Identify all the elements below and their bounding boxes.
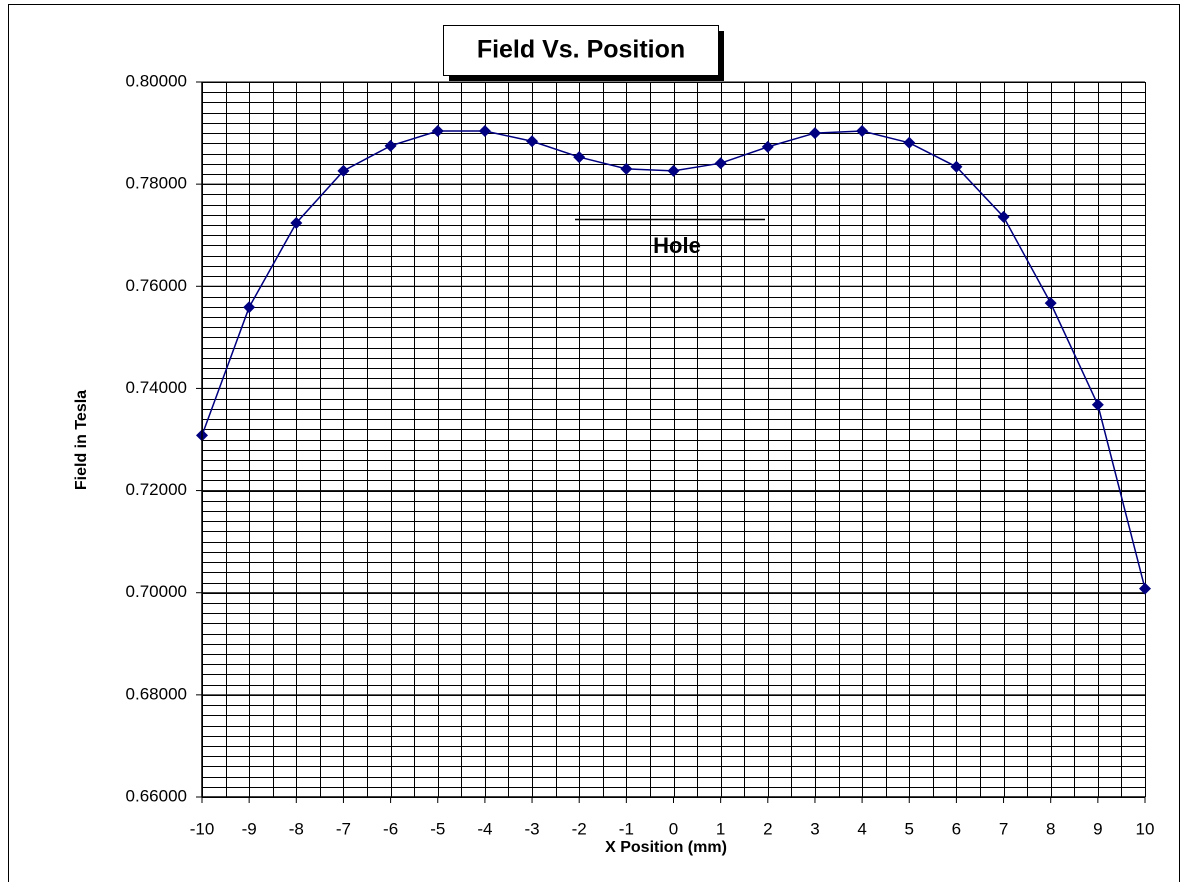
marker: [997, 210, 1010, 223]
x-axis-title: X Position (mm): [605, 839, 727, 856]
annotation: Hole: [653, 233, 701, 258]
marker: [384, 139, 397, 152]
x-tick-label: 0: [669, 819, 678, 838]
x-tick-label: 4: [857, 819, 866, 838]
x-tick-label: -6: [383, 819, 398, 838]
x-tick-label: 3: [810, 819, 819, 838]
x-tick-label: 7: [999, 819, 1008, 838]
x-tick-label: -2: [572, 819, 587, 838]
x-tick-label: -10: [190, 819, 215, 838]
y-tick-label: 0.70000: [126, 582, 187, 601]
marker: [714, 157, 727, 170]
grid: [202, 81, 1146, 798]
marker: [1044, 297, 1057, 310]
plot-area: [196, 125, 1151, 595]
chart-title: Field Vs. Position: [477, 36, 685, 64]
x-tick-label: 5: [905, 819, 914, 838]
x-tick-label: -5: [430, 819, 445, 838]
marker: [950, 160, 963, 173]
y-tick-label: 0.72000: [126, 480, 187, 499]
marker: [243, 301, 256, 314]
marker: [1091, 398, 1104, 411]
x-tick-label: -7: [336, 819, 351, 838]
marker: [478, 125, 491, 138]
x-tick-label: 1: [716, 819, 725, 838]
x-tick-label: -3: [524, 819, 539, 838]
x-tick-label: -4: [477, 819, 492, 838]
title-box: [443, 25, 719, 76]
marker: [573, 151, 586, 164]
marker: [620, 162, 633, 175]
x-tick-label: 9: [1093, 819, 1102, 838]
y-tick-label: 0.80000: [126, 71, 187, 90]
y-tick-label: 0.74000: [126, 378, 187, 397]
marker: [856, 125, 869, 138]
x-tick-label: 2: [763, 819, 772, 838]
y-tick-label: 0.78000: [126, 174, 187, 193]
marker: [526, 135, 539, 148]
marker: [290, 216, 303, 229]
marker: [1139, 582, 1151, 595]
x-tick-label: -9: [242, 819, 257, 838]
marker: [667, 164, 680, 177]
x-tick-label: -1: [619, 819, 634, 838]
marker: [903, 136, 916, 149]
y-tick-label: 0.68000: [126, 684, 187, 703]
y-axis-title: Field in Tesla: [73, 390, 90, 490]
marker: [431, 125, 444, 138]
marker: [808, 127, 821, 140]
x-tick-label: 6: [952, 819, 961, 838]
x-tick-label: -8: [289, 819, 304, 838]
marker: [761, 140, 774, 153]
y-tick-label: 0.76000: [126, 276, 187, 295]
chart-border: [8, 4, 1180, 882]
y-tick-label: 0.66000: [126, 786, 187, 805]
x-tick-label: 8: [1046, 819, 1055, 838]
marker: [337, 164, 350, 177]
x-tick-label: 10: [1136, 819, 1155, 838]
